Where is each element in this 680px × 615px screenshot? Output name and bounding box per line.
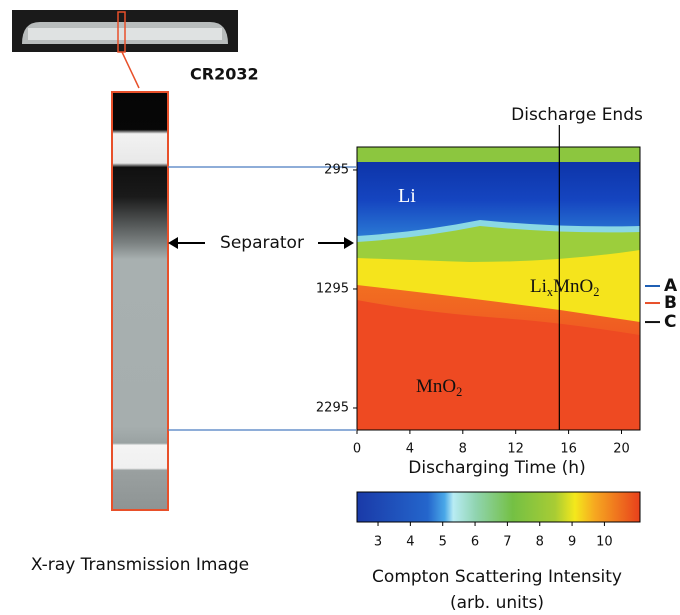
arrow-head: [344, 237, 354, 249]
coin-label: CR2032: [190, 65, 259, 84]
x-tick-label: 0: [353, 442, 361, 457]
figure: CR2032 X-ray Transmission Image Separato…: [0, 0, 680, 615]
region-label: Li: [398, 185, 416, 207]
colorbar-tick-label: 4: [406, 535, 414, 550]
subscript: 2: [593, 285, 599, 299]
x-tick-label: 16: [560, 442, 577, 457]
colorbar-tick-label: 3: [374, 535, 382, 550]
colorbar-tick-label: 6: [471, 535, 479, 550]
colorbar-units: (arb. units): [450, 593, 544, 613]
x-tick-label: 8: [459, 442, 467, 457]
region-text: Li: [398, 185, 416, 207]
colorbar-tick-label: 7: [503, 535, 511, 550]
marker-label: B: [664, 293, 677, 313]
colorbar-tick-label: 5: [439, 535, 447, 550]
colorbar-tick-label: 8: [536, 535, 544, 550]
x-tick-label: 20: [613, 442, 630, 457]
xray-strip: [112, 92, 168, 510]
colorbar-title: Compton Scattering Intensity: [372, 567, 622, 587]
marker-label: C: [664, 312, 676, 332]
image-caption: X-ray Transmission Image: [31, 555, 249, 575]
arrow-head: [168, 237, 178, 249]
region-text: MnO: [553, 276, 593, 297]
annotation: Discharge Ends: [511, 105, 643, 125]
region-text: MnO: [416, 376, 456, 397]
y-tick-label: 2295: [316, 400, 349, 415]
region-label: LixMnO2: [530, 276, 599, 298]
x-axis-title: Discharging Time (h): [408, 458, 585, 478]
subscript: 2: [456, 385, 462, 399]
colorbar-tick-label: 10: [596, 535, 613, 550]
region-text: Li: [530, 276, 547, 297]
colorbar-tick-label: 9: [568, 535, 576, 550]
x-tick-label: 12: [507, 442, 524, 457]
colorbar: [357, 492, 640, 522]
heat-region: [357, 147, 640, 162]
y-tick-label: 1295: [316, 281, 349, 296]
x-tick-label: 4: [406, 442, 414, 457]
region-label: MnO2: [416, 376, 462, 398]
separator-label: Separator: [220, 233, 304, 253]
y-tick-label: 295: [324, 162, 349, 177]
zoom-line: [122, 52, 139, 88]
